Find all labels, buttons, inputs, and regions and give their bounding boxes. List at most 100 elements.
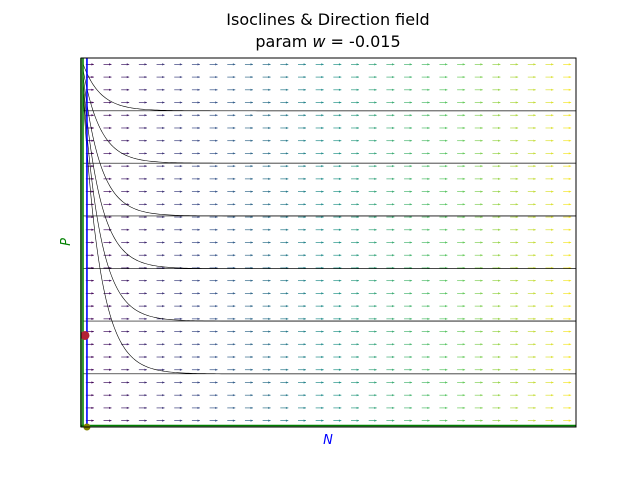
direction-arrow — [227, 139, 236, 142]
direction-arrow — [333, 279, 342, 282]
direction-arrow — [262, 368, 271, 371]
direction-arrow — [103, 241, 112, 244]
direction-arrow — [527, 254, 536, 257]
direction-arrow — [457, 165, 466, 168]
direction-arrow — [439, 305, 448, 308]
direction-arrow — [368, 368, 377, 371]
direction-arrow — [174, 152, 183, 155]
direction-arrow — [404, 292, 413, 295]
direction-arrow — [563, 305, 572, 308]
direction-arrow — [280, 228, 289, 231]
direction-arrow — [510, 343, 519, 346]
direction-arrow — [315, 203, 324, 206]
direction-arrow — [315, 88, 324, 91]
direction-arrow — [474, 75, 483, 79]
direction-arrow — [368, 215, 377, 219]
direction-arrow — [297, 126, 306, 130]
direction-arrow — [244, 343, 253, 346]
plot-area — [80, 57, 577, 431]
direction-arrow — [138, 114, 147, 117]
direction-arrow — [103, 368, 112, 371]
direction-arrow — [439, 279, 448, 282]
direction-arrow — [209, 203, 218, 206]
direction-arrow — [138, 406, 147, 410]
direction-arrow — [227, 203, 236, 206]
direction-arrow — [439, 381, 448, 384]
direction-arrow — [563, 139, 572, 142]
direction-arrow — [156, 292, 165, 295]
direction-arrow — [404, 330, 413, 333]
direction-arrow — [262, 177, 271, 180]
direction-arrow — [492, 419, 501, 422]
chart-title: Isoclines & Direction field — [226, 10, 429, 29]
direction-arrow — [510, 317, 519, 320]
trajectory-line — [82, 58, 576, 322]
direction-arrow — [492, 101, 501, 104]
direction-arrow — [351, 88, 360, 91]
direction-arrow — [351, 228, 360, 231]
direction-arrow — [510, 241, 519, 244]
direction-arrow — [209, 88, 218, 91]
direction-arrow — [368, 292, 377, 295]
direction-arrow — [527, 63, 536, 66]
direction-arrow — [262, 126, 271, 130]
direction-arrow — [351, 203, 360, 206]
direction-arrow — [209, 190, 218, 193]
direction-arrow — [244, 88, 253, 91]
direction-arrow — [492, 165, 501, 168]
direction-arrow — [297, 355, 306, 359]
direction-arrow — [563, 75, 572, 79]
direction-arrow — [121, 394, 130, 397]
direction-arrow — [545, 75, 554, 79]
direction-arrow — [280, 406, 289, 410]
direction-arrow — [333, 139, 342, 142]
direction-arrow — [227, 406, 236, 410]
direction-arrow — [191, 88, 200, 91]
direction-arrow — [297, 343, 306, 346]
direction-arrow — [227, 215, 236, 219]
direction-arrow — [368, 203, 377, 206]
direction-arrow — [368, 406, 377, 410]
direction-arrow — [563, 228, 572, 231]
direction-arrow — [527, 368, 536, 371]
direction-arrow — [315, 190, 324, 193]
direction-arrow — [351, 152, 360, 155]
direction-arrow — [527, 165, 536, 168]
direction-arrow — [404, 101, 413, 104]
direction-arrow — [103, 126, 112, 130]
direction-arrow — [474, 165, 483, 168]
direction-arrow — [474, 254, 483, 257]
direction-arrow — [386, 139, 395, 142]
direction-arrow — [333, 126, 342, 130]
direction-arrow — [121, 368, 130, 371]
direction-arrow — [227, 330, 236, 333]
direction-arrow — [138, 228, 147, 231]
direction-arrow — [333, 88, 342, 91]
direction-arrow — [121, 88, 130, 91]
direction-arrow — [333, 165, 342, 168]
direction-arrow — [227, 343, 236, 346]
direction-arrow — [351, 368, 360, 371]
direction-arrow — [421, 317, 430, 320]
direction-arrow — [191, 215, 200, 219]
direction-arrow — [244, 292, 253, 295]
direction-arrow — [545, 292, 554, 295]
direction-arrow — [563, 203, 572, 206]
direction-arrow — [103, 101, 112, 104]
direction-arrow — [492, 305, 501, 308]
direction-arrow — [545, 305, 554, 308]
direction-arrow — [280, 419, 289, 422]
direction-arrow — [386, 101, 395, 104]
direction-arrow — [209, 101, 218, 104]
direction-arrow — [439, 139, 448, 142]
direction-arrow — [545, 101, 554, 104]
direction-arrow — [351, 279, 360, 282]
direction-arrow — [121, 343, 130, 346]
direction-arrow — [103, 330, 112, 333]
direction-arrow — [227, 355, 236, 359]
direction-arrow — [333, 343, 342, 346]
x-axis-label: N — [323, 433, 333, 448]
direction-arrow — [439, 292, 448, 295]
direction-arrow — [510, 75, 519, 79]
direction-arrow — [421, 368, 430, 371]
